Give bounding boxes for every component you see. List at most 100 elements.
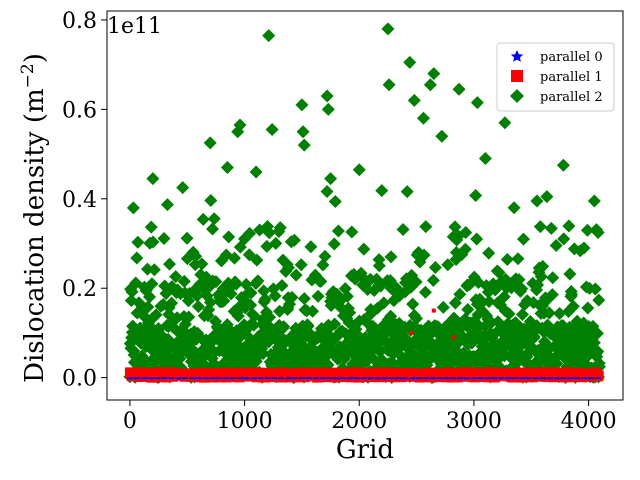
data-point-parallel-2: [418, 285, 432, 299]
data-point-parallel-2: [530, 194, 544, 208]
data-point-parallel-2: [453, 287, 467, 301]
data-point-parallel-0: [209, 377, 216, 380]
data-point-parallel-2: [243, 226, 257, 240]
data-point-parallel-2: [143, 290, 157, 304]
data-point-parallel-2: [162, 257, 176, 271]
data-point-parallel-0: [409, 377, 416, 380]
data-point-parallel-2: [384, 250, 398, 264]
data-point-parallel-2: [534, 270, 548, 284]
data-point-parallel-0: [498, 377, 505, 380]
data-point-parallel-1: [431, 308, 436, 313]
data-point-parallel-2: [228, 251, 242, 265]
data-point-parallel-2: [565, 288, 579, 302]
data-point-parallel-2: [539, 294, 553, 308]
data-point-parallel-2: [268, 289, 282, 303]
data-point-parallel-0: [594, 377, 601, 380]
data-point-parallel-2: [458, 242, 472, 256]
data-point-parallel-0: [285, 377, 292, 380]
data-point-parallel-0: [154, 377, 161, 380]
data-point-parallel-2: [297, 292, 311, 306]
data-point-parallel-2: [217, 294, 231, 308]
data-point-parallel-0: [519, 377, 526, 380]
data-point-parallel-2: [452, 82, 466, 96]
data-point-parallel-0: [223, 377, 230, 380]
data-point-parallel-2: [343, 306, 357, 320]
data-point-parallel-2: [557, 232, 571, 246]
data-point-parallel-0: [292, 377, 299, 380]
data-point-parallel-2: [273, 221, 287, 235]
data-point-parallel-0: [560, 377, 567, 380]
data-point-parallel-2: [540, 190, 554, 204]
data-point-parallel-2: [144, 220, 158, 234]
x-tick-label: 4000: [561, 409, 617, 434]
data-point-parallel-2: [311, 289, 325, 303]
data-point-parallel-2: [289, 268, 303, 282]
data-point-parallel-2: [177, 274, 191, 288]
data-point-parallel-2: [296, 125, 310, 139]
data-point-parallel-0: [587, 377, 594, 380]
x-tick-label: 0: [123, 409, 137, 434]
data-point-parallel-2: [262, 29, 276, 43]
data-point-parallel-2: [262, 226, 276, 240]
data-point-parallel-2: [419, 220, 433, 234]
y-axis-label-close: ): [20, 53, 50, 63]
data-point-parallel-2: [427, 67, 441, 81]
data-point-parallel-0: [553, 377, 560, 380]
data-point-parallel-2: [533, 220, 547, 234]
data-point-parallel-0: [133, 377, 140, 380]
data-point-parallel-0: [525, 377, 532, 380]
data-point-parallel-2: [165, 296, 179, 310]
data-point-parallel-2: [207, 212, 221, 226]
data-point-parallel-2: [251, 274, 265, 288]
data-point-parallel-0: [484, 377, 491, 380]
data-point-parallel-0: [264, 377, 271, 380]
data-point-parallel-2: [204, 193, 218, 207]
data-point-parallel-2: [372, 259, 386, 273]
data-point-parallel-2: [375, 184, 389, 198]
data-point-parallel-2: [214, 254, 228, 268]
data-point-parallel-0: [312, 377, 319, 380]
data-point-parallel-2: [239, 277, 253, 291]
data-point-parallel-2: [577, 241, 591, 255]
data-point-parallel-2: [269, 236, 283, 250]
data-point-parallel-2: [203, 136, 217, 150]
data-point-parallel-2: [314, 274, 328, 288]
data-point-parallel-2: [203, 295, 217, 309]
data-point-parallel-2: [498, 116, 512, 130]
data-point-parallel-2: [357, 242, 371, 256]
data-point-parallel-2: [482, 294, 496, 308]
data-point-parallel-0: [333, 377, 340, 380]
data-point-parallel-2: [409, 275, 423, 289]
data-point-parallel-0: [188, 377, 195, 380]
data-point-parallel-2: [588, 282, 602, 296]
data-point-parallel-2: [553, 306, 567, 320]
data-point-parallel-2: [265, 122, 279, 136]
data-point-parallel-2: [441, 258, 455, 272]
data-point-parallel-2: [126, 201, 140, 215]
data-point-parallel-2: [340, 289, 354, 303]
data-point-parallel-2: [180, 231, 194, 245]
data-point-parallel-2: [581, 301, 595, 315]
data-point-parallel-2: [275, 278, 289, 292]
data-point-parallel-2: [549, 239, 563, 253]
data-point-parallel-0: [140, 377, 147, 380]
data-point-parallel-0: [457, 377, 464, 380]
data-point-parallel-0: [257, 377, 264, 380]
data-point-parallel-0: [216, 377, 223, 380]
legend-box: [496, 42, 615, 112]
data-point-parallel-2: [302, 326, 316, 340]
data-point-parallel-1: [552, 371, 557, 376]
data-point-parallel-2: [324, 172, 338, 186]
data-point-parallel-2: [257, 284, 271, 298]
data-point-parallel-0: [319, 377, 326, 380]
data-point-parallel-2: [382, 78, 396, 92]
data-point-parallel-2: [130, 251, 144, 265]
data-point-parallel-2: [482, 246, 496, 260]
data-point-parallel-1: [451, 335, 456, 340]
data-point-parallel-2: [328, 194, 342, 208]
data-point-parallel-0: [546, 377, 553, 380]
data-point-parallel-2: [328, 317, 342, 331]
data-point-parallel-2: [258, 292, 272, 306]
plot-points: [123, 22, 606, 385]
